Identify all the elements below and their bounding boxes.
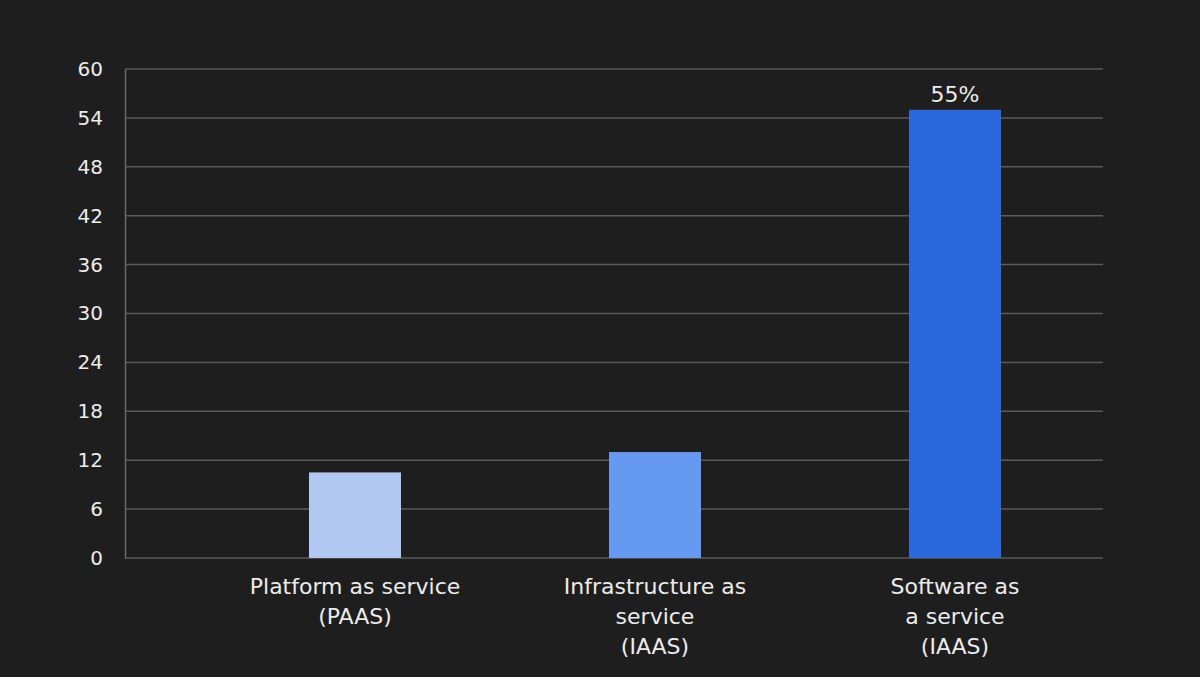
y-tick: 12 (78, 448, 125, 472)
y-tick-label: 12 (78, 448, 103, 472)
background (0, 0, 1200, 677)
y-tick: 30 (78, 301, 125, 325)
y-tick-label: 6 (90, 497, 103, 521)
x-tick-label: Software as a service (IAAS) (891, 574, 1020, 659)
y-tick-label: 24 (78, 350, 103, 374)
bar (909, 110, 1001, 558)
y-tick: 42 (78, 204, 125, 228)
y-tick-label: 18 (78, 399, 103, 423)
x-tick-label-line: service (616, 604, 695, 629)
y-tick-label: 42 (78, 204, 103, 228)
x-axis: Platform as service (PAAS) Infrastructure … (250, 558, 1020, 659)
y-tick-label: 48 (78, 155, 103, 179)
bar (309, 472, 401, 558)
x-tick-label-line: (IAAS) (921, 634, 989, 659)
y-tick: 0 (90, 546, 125, 570)
y-tick-label: 54 (78, 106, 103, 130)
y-tick-label: 36 (78, 253, 103, 277)
data-labels: 55% (931, 82, 980, 107)
y-axis-line (125, 70, 127, 559)
chart: 0 6 12 18 24 30 36 42 48 54 60 Platform as service (… (0, 0, 1200, 677)
x-tick-label-line: Infrastructure as (564, 574, 746, 599)
x-tick-label-line: a service (905, 604, 1004, 629)
x-tick: Platform as service (PAAS) (250, 558, 461, 629)
x-tick: Infrastructure as service (IAAS) (564, 558, 746, 659)
y-tick-label: 60 (78, 57, 103, 81)
x-tick-label-line: (PAAS) (318, 604, 392, 629)
y-tick: 48 (78, 155, 125, 179)
x-tick-label-line: (IAAS) (621, 634, 689, 659)
y-tick-label: 30 (78, 301, 103, 325)
x-tick-label-line: Software as (891, 574, 1020, 599)
y-tick: 60 (78, 57, 125, 81)
y-tick: 6 (90, 497, 125, 521)
x-tick-label-line: Platform as service (250, 574, 461, 599)
y-tick: 54 (78, 106, 125, 130)
y-tick-label: 0 (90, 546, 103, 570)
x-tick-label: Platform as service (PAAS) (250, 574, 461, 629)
bars (309, 110, 1001, 558)
y-tick: 24 (78, 350, 125, 374)
y-axis: 0 6 12 18 24 30 36 42 48 54 60 (78, 57, 126, 570)
y-tick: 18 (78, 399, 125, 423)
x-tick-label: Infrastructure as service (IAAS) (564, 574, 746, 659)
data-label: 55% (931, 82, 980, 107)
bar (609, 452, 701, 558)
y-tick: 36 (78, 253, 125, 277)
grid-line (125, 68, 1103, 70)
grid (125, 69, 1103, 558)
x-tick: Software as a service (IAAS) (891, 558, 1020, 659)
